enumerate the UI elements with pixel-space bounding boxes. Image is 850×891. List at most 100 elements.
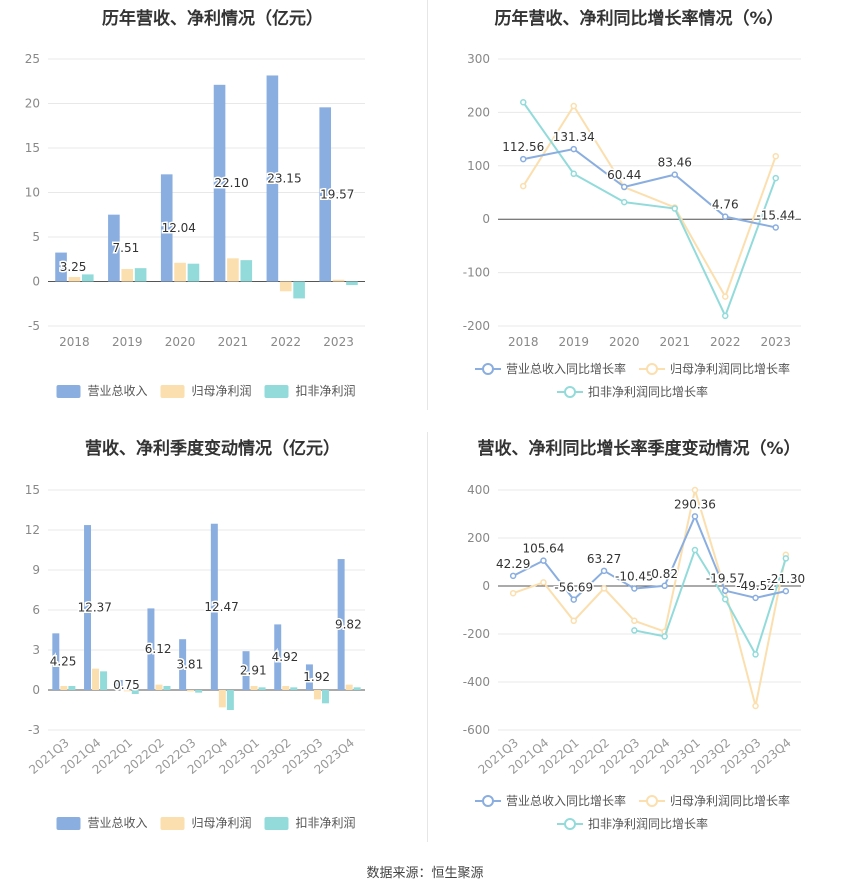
chart-title: 营收、净利同比增长率季度变动情况（%） [477,439,801,459]
data-point [631,585,638,592]
y-tick-label: 15 [25,141,40,155]
data-point [691,546,699,554]
series-line [512,513,787,602]
bar [218,690,226,708]
data-label: 22.10 [214,176,248,190]
data-point [671,205,678,212]
bar [210,523,218,690]
data-label: -19.57 [706,572,745,586]
y-tick-label: 10 [25,186,40,200]
bar [68,277,81,282]
bar [305,664,313,690]
chart-quarterly-revenue-profit-svg: -3036912152021Q32021Q42022Q12022Q22022Q3… [25,483,365,830]
bar [242,651,250,690]
bar [332,279,345,282]
data-point [722,312,729,320]
data-point [520,99,527,106]
legend-swatch-marker [564,386,576,398]
y-tick-label: 400 [467,483,490,497]
x-tick-label: 2021 [218,335,249,349]
legend-swatch [264,817,289,830]
bar [147,608,155,690]
data-label: 7.51 [113,241,140,255]
data-label: 9.82 [335,618,362,632]
data-label: 19.57 [320,187,354,201]
data-label: 2.91 [240,664,267,678]
y-tick-label: 0 [482,579,490,593]
bar [121,269,134,282]
chart-title: 历年营收、净利情况（亿元） [102,9,323,29]
bar [195,690,203,693]
data-label: 42.29 [496,557,530,571]
y-tick-label: -5 [28,319,40,333]
y-tick-label: 200 [467,105,490,119]
data-label: 0.75 [113,678,140,692]
legend-swatch-marker [564,818,576,830]
y-tick-label: 20 [25,97,40,111]
x-tick-label: 2020 [165,335,196,349]
x-tick-label: 2022 [710,335,741,349]
data-label: 1.92 [303,670,330,684]
x-tick-label: 2019 [112,335,143,349]
bar [282,686,290,690]
legend-swatch [264,385,289,398]
x-tick-label: 2018 [508,335,539,349]
x-tick-label: 2018 [59,335,90,349]
data-point [520,155,527,163]
data-point [661,582,668,590]
data-point [691,513,699,520]
bar [160,174,173,282]
chart-quarterly-growth-rate-svg: -600-400-20002004002021Q32021Q42022Q1202… [463,483,807,831]
bar [226,690,234,710]
data-point [772,224,779,231]
bar [100,671,108,690]
data-label: 290.36 [674,497,716,511]
bar [266,75,279,282]
data-point [621,183,628,191]
data-point [671,171,678,178]
data-label: 3.81 [176,658,203,672]
legend-label: 营业总收入 [88,384,148,398]
data-point [570,145,577,153]
legend-label: 扣非净利润同比增长率 [588,384,708,399]
y-tick-label: 100 [467,159,490,173]
bar [353,687,361,690]
y-tick-label: 0 [32,275,40,289]
x-tick-label: 2019 [558,335,589,349]
data-label: -49.52 [736,579,775,593]
series-line [634,547,787,657]
legend-label: 扣非净利润同比增长率 [588,816,708,831]
data-label: 4.76 [712,198,739,212]
bar [115,680,123,690]
data-label: -15.44 [756,208,795,222]
bar [240,260,253,282]
data-point [661,633,668,640]
legend-label: 营业总收入同比增长率 [506,793,626,808]
data-point [631,617,638,625]
data-point [520,182,527,190]
series-line [522,104,777,300]
bar [55,252,67,282]
bar [84,525,92,690]
bar [321,690,329,704]
bar [250,686,258,690]
y-tick-label: 6 [32,603,40,617]
y-tick-label: -100 [463,266,490,280]
data-source-note: 数据来源：恒生聚源 [366,866,484,881]
y-tick-label: 5 [32,230,40,244]
data-label: 83.46 [658,156,692,170]
bar [345,684,353,690]
data-label: 60.44 [607,168,641,182]
bar [274,624,282,690]
legend-swatch [160,817,185,830]
data-label: 63.27 [587,552,621,566]
data-point [509,589,517,597]
x-tick-label: 2023 [323,335,354,349]
data-point [782,587,790,595]
chart-annual-revenue-profit: 历年营收、净利情况（亿元） -5 0 5 10 15 20 25 2018 2019 2020 20… [0,0,425,410]
chart-annual-growth-rate-svg: -200 -100 0 100 200 300 2018 2019 2020 2021 2022 20… [463,52,801,399]
y-tick-label: -600 [463,723,490,737]
bar [337,559,345,690]
data-label: 0.82 [651,567,678,581]
legend-swatch-marker [482,363,494,375]
